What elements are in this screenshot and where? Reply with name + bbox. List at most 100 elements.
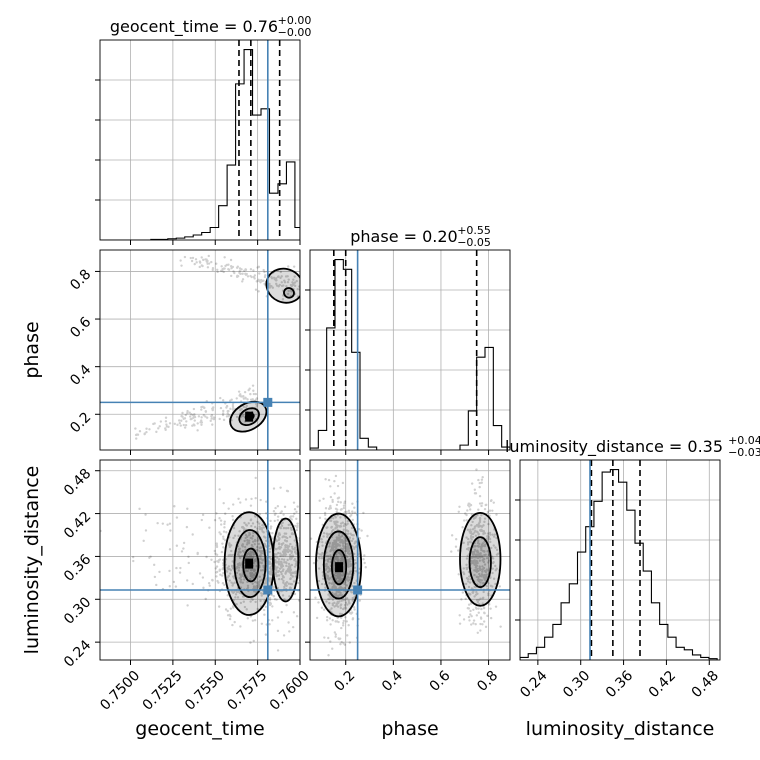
sample-point	[338, 580, 342, 583]
sample-point	[283, 281, 287, 284]
sample-point	[483, 543, 487, 546]
sample-point	[328, 594, 331, 598]
sample-point	[244, 268, 247, 271]
sample-point	[354, 540, 357, 543]
sample-point	[318, 499, 321, 502]
sample-point	[269, 284, 272, 288]
sample-point	[252, 586, 256, 589]
sample-point	[250, 574, 254, 577]
sample-point	[328, 568, 332, 572]
x-tick-label: 0.4	[379, 668, 406, 695]
sample-point	[457, 573, 460, 576]
sample-point	[481, 570, 484, 573]
sample-point	[479, 568, 482, 572]
sample-point	[335, 526, 339, 529]
sample-point	[336, 600, 339, 604]
sample-point	[488, 531, 492, 535]
sample-point	[328, 567, 332, 571]
sample-point	[286, 275, 289, 278]
sample-point	[288, 587, 292, 590]
sample-point	[333, 541, 336, 544]
sample-point	[229, 258, 233, 262]
sample-point	[205, 555, 208, 559]
sample-point	[491, 567, 495, 570]
sample-point	[336, 575, 340, 578]
sample-point	[329, 555, 333, 559]
sample-point	[252, 639, 255, 643]
sample-point	[347, 579, 350, 582]
sample-point	[291, 281, 294, 284]
sample-point	[214, 567, 217, 570]
sample-point	[255, 585, 259, 589]
sample-point	[330, 582, 334, 585]
sample-point	[342, 504, 346, 507]
sample-point	[261, 559, 264, 562]
sample-point	[327, 533, 331, 536]
sample-point	[327, 593, 330, 596]
sample-point	[168, 585, 172, 588]
sample-point	[466, 509, 469, 512]
sample-point	[285, 489, 289, 493]
y-tick-label: 0.48	[61, 466, 94, 499]
sample-point	[336, 543, 339, 546]
sample-point	[336, 557, 339, 560]
sample-point	[248, 553, 251, 556]
sample-point	[337, 601, 340, 605]
sample-point	[276, 560, 279, 564]
sample-point	[337, 637, 340, 640]
x-tick-label: 0.30	[560, 668, 593, 701]
sample-point	[291, 625, 295, 629]
sample-point	[232, 536, 235, 540]
sample-point	[252, 392, 256, 396]
sample-point	[465, 547, 469, 551]
sample-point	[284, 275, 288, 278]
sample-point	[494, 564, 497, 568]
sample-point	[479, 622, 482, 626]
sample-point	[477, 607, 480, 610]
sample-point	[246, 617, 250, 620]
sample-point	[481, 623, 484, 626]
sample-point	[268, 562, 272, 565]
sample-point	[182, 417, 185, 420]
sample-point	[204, 258, 207, 261]
sample-point	[239, 395, 243, 398]
sample-point	[490, 499, 493, 502]
sample-point	[191, 533, 194, 536]
sample-point	[469, 534, 473, 538]
sample-point	[350, 556, 353, 559]
sample-point	[268, 550, 271, 554]
sample-point	[185, 420, 188, 423]
sample-point	[350, 590, 353, 594]
sample-point	[467, 547, 471, 550]
sample-point	[256, 607, 259, 611]
sample-point	[232, 582, 235, 585]
sample-point	[347, 549, 351, 553]
sample-point	[284, 583, 288, 587]
sample-point	[284, 550, 287, 554]
sample-point	[342, 572, 346, 576]
sample-point	[334, 585, 337, 589]
sample-point	[328, 545, 331, 548]
sample-point	[339, 525, 343, 528]
sample-point	[482, 529, 485, 533]
sample-point	[168, 522, 172, 525]
sample-point	[333, 583, 336, 586]
sample-point	[286, 558, 289, 562]
sample-point	[478, 520, 482, 524]
sample-point	[269, 557, 273, 561]
sample-point	[342, 540, 345, 543]
sample-point	[322, 535, 325, 538]
density-peak	[245, 411, 254, 422]
sample-point	[341, 574, 345, 577]
sample-point	[208, 584, 211, 587]
sample-point	[248, 552, 251, 556]
y-tick-label: 0.42	[61, 509, 94, 542]
sample-point	[254, 558, 257, 561]
sample-point	[321, 551, 324, 555]
sample-point	[290, 532, 294, 535]
sample-point	[215, 512, 218, 515]
sample-point	[345, 523, 348, 526]
sample-point	[341, 481, 345, 485]
sample-point	[229, 544, 233, 547]
sample-point	[259, 557, 262, 560]
